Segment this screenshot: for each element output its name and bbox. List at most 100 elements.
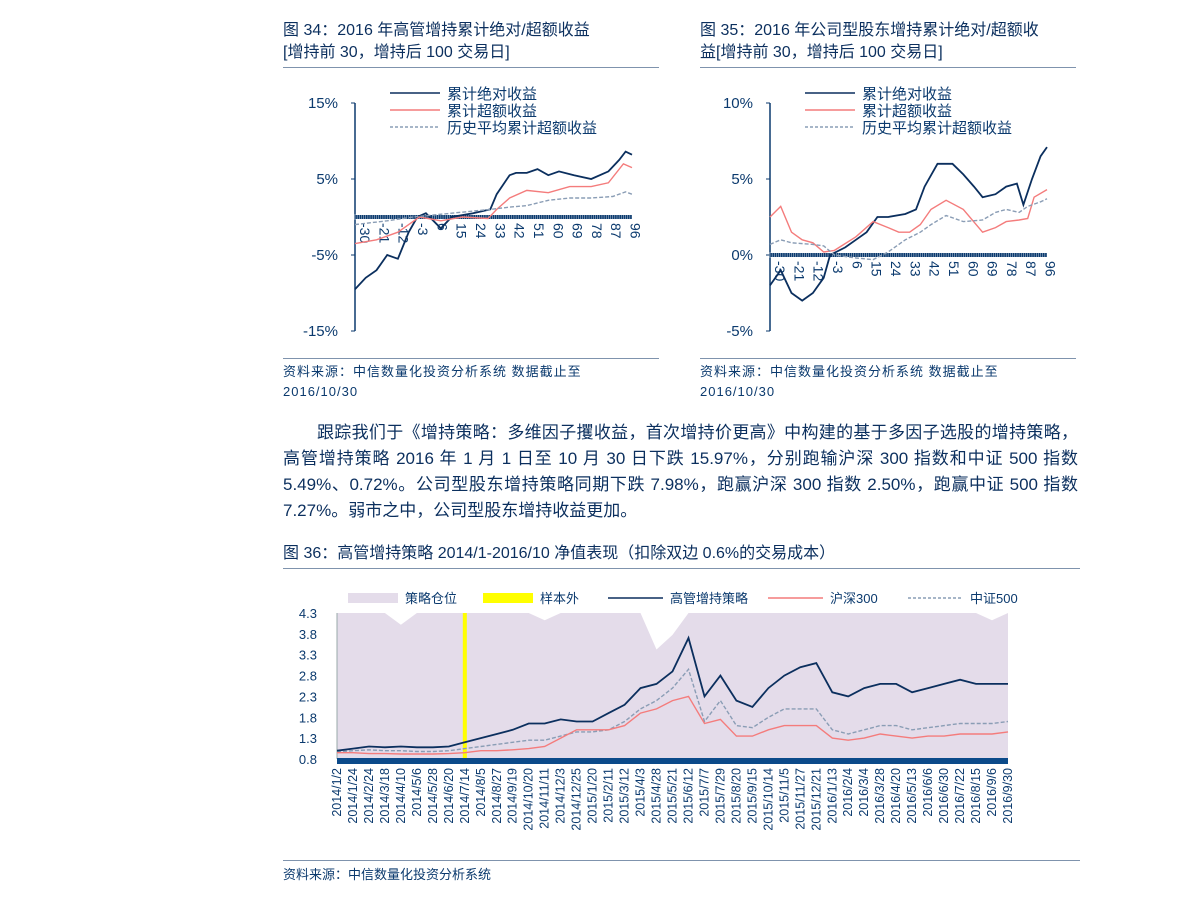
fig36-chart: 4.3 3.8 3.3 2.8 2.3 1.8 1.3 0.8 2014/1/2 2014/1/2… xyxy=(299,591,1018,831)
x-tick-label: 2014/6/20 xyxy=(442,768,456,824)
x-tick-label: 51 xyxy=(946,261,962,277)
x-tick-label: 2014/9/19 xyxy=(506,768,520,824)
x-tick-label: -12 xyxy=(396,223,412,243)
x-tick-label: 24 xyxy=(888,261,904,277)
x-tick-label: 96 xyxy=(1043,261,1059,277)
fig34-source-rule xyxy=(283,358,659,359)
x-tick-label: 2014/10/20 xyxy=(522,768,536,831)
body-paragraph: 跟踪我们于《增持策略：多维因子攫收益，首次增持价更高》中构建的基于多因子选股的增… xyxy=(283,423,1078,520)
fig36-title-rule xyxy=(283,568,1080,569)
legend-label: 累计绝对收益 xyxy=(862,86,952,103)
x-tick-label: 2015/1/20 xyxy=(586,768,600,824)
y-tick-label: 1.8 xyxy=(299,710,317,725)
x-tick-label: 2015/2/11 xyxy=(602,768,616,823)
x-tick-label: 78 xyxy=(589,223,605,239)
x-tick-label: 42 xyxy=(927,261,943,277)
x-tick-label: 78 xyxy=(1004,261,1020,277)
x-tick-label: 33 xyxy=(492,223,508,239)
x-tick-label: 2016/9/30 xyxy=(1001,768,1015,824)
legend-label: 累计绝对收益 xyxy=(447,86,537,103)
legend-label: 策略仓位 xyxy=(405,591,457,606)
y-tick-label: 3.8 xyxy=(299,627,317,642)
x-tick-label: 24 xyxy=(473,223,489,239)
series-line-0 xyxy=(354,150,633,290)
x-tick-label: 2014/12/3 xyxy=(554,768,568,824)
legend-label: 中证500 xyxy=(970,591,1018,606)
fig35-title-rule xyxy=(700,67,1076,68)
fig35-chart: 10%5%0%-5%-30 -21 -12 -3 6 15 24 33 42 51 60 69 78 87… xyxy=(723,86,1059,340)
x-tick-label: 2015/5/21 xyxy=(666,768,680,824)
x-tick-label: -12 xyxy=(811,261,827,281)
fig35-title-line2: 益[增持前 30，增持后 100 交易日] xyxy=(700,44,943,61)
legend-swatch xyxy=(348,593,398,603)
x-tick-label: 69 xyxy=(985,261,1001,277)
x-axis xyxy=(337,758,1008,764)
fig35-source-text: 资料来源：中信数量化投资分析系统 数据截止至 xyxy=(700,364,999,379)
series-line-0 xyxy=(336,635,1008,752)
x-tick-label: 2016/7/22 xyxy=(953,768,967,824)
legend-label: 高管增持策略 xyxy=(670,591,748,606)
x-tick-label: 2015/10/14 xyxy=(761,768,775,831)
x-tick-label: 42 xyxy=(512,223,528,239)
fig36-source: 资料来源：中信数量化投资分析系统 xyxy=(283,867,492,882)
x-tick-label: 2014/8/27 xyxy=(490,768,504,824)
x-tick-label: 33 xyxy=(907,261,923,277)
x-tick-label: 2015/3/12 xyxy=(618,768,632,824)
y-tick-label: 0.8 xyxy=(299,752,317,767)
legend-label: 沪深300 xyxy=(830,591,878,606)
x-tick-label: 60 xyxy=(550,223,566,239)
x-tick-label: 51 xyxy=(531,223,547,239)
x-tick-label: -3 xyxy=(415,223,431,236)
x-tick-label: 2015/12/21 xyxy=(809,768,823,831)
x-tick-label: 87 xyxy=(1023,261,1039,277)
x-tick-label: 6 xyxy=(849,261,865,269)
fig34-source-date: 2016/10/30 xyxy=(283,384,359,399)
x-tick-label: 2015/7/29 xyxy=(713,768,727,824)
y-tick-label: 0% xyxy=(731,247,753,264)
x-tick-label: 2014/11/11 xyxy=(538,768,552,829)
x-tick-label: 2014/4/10 xyxy=(394,768,408,824)
fig35-title: 图 35：2016 年公司型股东增持累计绝对/超额收 益[增持前 30，增持后 … xyxy=(700,20,1080,64)
x-tick-label: 60 xyxy=(965,261,981,277)
fig34-title-line2: [增持前 30，增持后 100 交易日] xyxy=(283,44,510,61)
x-tick-label: 2014/1/24 xyxy=(346,768,360,824)
x-tick-label: 2016/9/6 xyxy=(985,768,999,817)
x-tick-label: 2016/3/4 xyxy=(857,768,871,817)
x-tick-label: 2015/4/3 xyxy=(634,768,648,817)
x-tick-label: 87 xyxy=(608,223,624,239)
y-tick-label: -5% xyxy=(311,247,338,264)
x-tick-label: 2014/5/28 xyxy=(426,768,440,824)
series-line-1 xyxy=(337,695,1009,755)
fig34-title: 图 34：2016 年高管增持累计绝对/超额收益 [增持前 30，增持后 100… xyxy=(283,20,663,64)
y-tick-label: 2.3 xyxy=(299,689,317,704)
y-tick-label: 10% xyxy=(723,95,753,112)
x-tick-label: 2015/4/28 xyxy=(650,768,664,824)
x-tick-label: -3 xyxy=(830,261,846,274)
x-tick-label: 96 xyxy=(628,223,644,239)
legend-label: 历史平均累计超额收益 xyxy=(862,120,1012,137)
legend-label: 样本外 xyxy=(540,591,579,606)
x-tick-label: 2014/8/5 xyxy=(474,768,488,817)
out-of-sample-marker xyxy=(462,613,467,759)
fig35-source-date: 2016/10/30 xyxy=(700,384,776,399)
fig34-source: 资料来源：中信数量化投资分析系统 数据截止至 2016/10/30 xyxy=(283,362,663,402)
series-line-2 xyxy=(354,191,633,226)
x-tick-label: 2014/5/6 xyxy=(410,768,424,817)
series-line-0 xyxy=(769,146,1048,302)
legend-swatch xyxy=(483,593,533,603)
y-tick-label: 4.3 xyxy=(299,606,317,621)
fig35-title-line1: 图 35：2016 年公司型股东增持累计绝对/超额收 xyxy=(700,22,1039,39)
x-tick-label: 2016/1/13 xyxy=(825,768,839,824)
x-tick-label: 2016/6/6 xyxy=(921,768,935,817)
x-tick-label: -30 xyxy=(357,223,373,243)
x-tick-label: 2016/5/13 xyxy=(905,768,919,824)
legend-label: 历史平均累计超额收益 xyxy=(447,120,597,137)
series-line-2 xyxy=(336,667,1009,753)
x-tick-label: 2014/12/25 xyxy=(570,768,584,831)
x-tick-label: 2015/7/7 xyxy=(697,768,711,817)
series-line-1 xyxy=(354,162,633,245)
fig35-source-rule xyxy=(700,358,1076,359)
x-tick-label: 2014/3/18 xyxy=(378,768,392,824)
series-line-1 xyxy=(769,188,1048,253)
series-line-2 xyxy=(769,198,1048,261)
